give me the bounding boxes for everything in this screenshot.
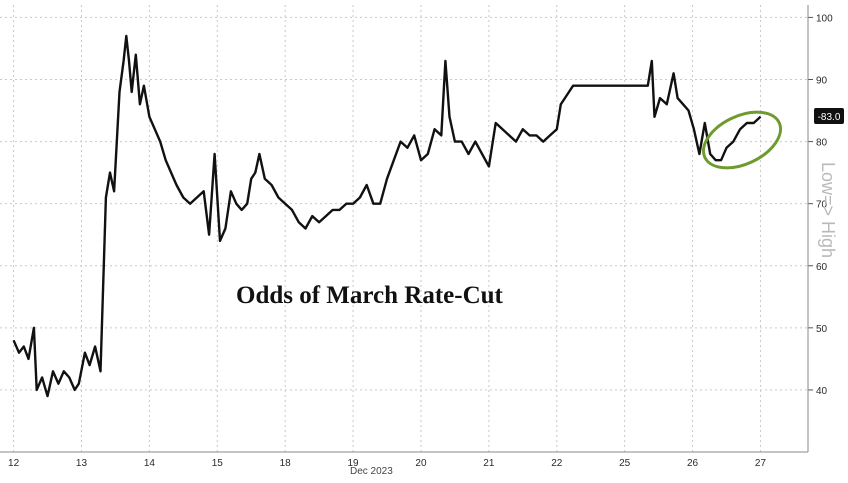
chart-title: Odds of March Rate-Cut (236, 282, 504, 309)
last-value-box (814, 108, 844, 124)
x-tick-label: 26 (687, 458, 699, 469)
x-tick-label: 18 (280, 458, 292, 469)
x-tick-label: 22 (551, 458, 563, 469)
series-line (12, 34, 762, 398)
last-value-label: -83.0 (814, 108, 844, 124)
x-tick-label: 27 (755, 458, 767, 469)
highlight-ellipse (701, 110, 783, 170)
x-tick-label: 12 (8, 458, 20, 469)
y-tick-label: 50 (816, 324, 828, 335)
x-tick-label: 19 (348, 458, 360, 469)
y-axis-label: Low=> High (818, 162, 838, 258)
x-tick-label: 15 (212, 458, 224, 469)
x-tick-label: 13 (76, 458, 88, 469)
x-axis: 12 13 14 15 18 19 20 21 22 25 26 27 (0, 451, 808, 469)
x-tick-label: 25 (619, 458, 631, 469)
y-axis: 40 50 60 70 80 90 100 (807, 5, 833, 452)
y-tick-label: 60 (816, 262, 828, 273)
x-tick-label: 14 (144, 458, 156, 469)
last-value-text: -83.0 (818, 112, 841, 123)
y-tick-label: 40 (816, 386, 828, 397)
x-tick-label: 20 (415, 458, 427, 469)
x-tick-label: 21 (483, 458, 495, 469)
y-tick-label: 80 (816, 138, 828, 149)
y-tick-label: 90 (816, 76, 828, 87)
x-axis-subtitle: Dec 2023 (350, 466, 393, 477)
y-tick-label: 100 (816, 13, 833, 24)
y-tick-label: 70 (816, 200, 828, 211)
